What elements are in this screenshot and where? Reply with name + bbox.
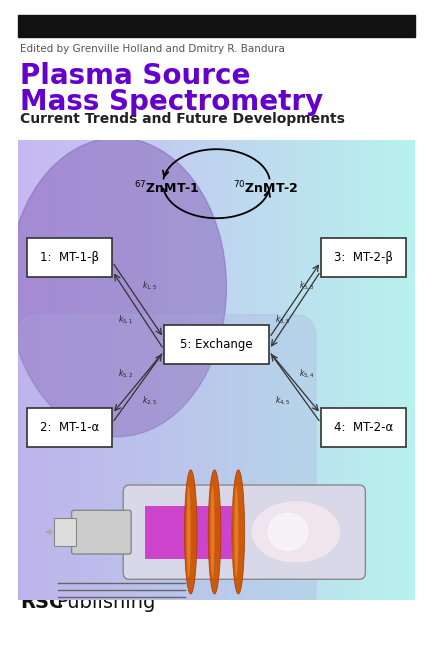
FancyBboxPatch shape	[27, 408, 112, 447]
Ellipse shape	[234, 486, 238, 578]
Text: $k_{5,4}$: $k_{5,4}$	[299, 367, 315, 380]
FancyBboxPatch shape	[164, 325, 269, 364]
Text: $k_{2,5}$: $k_{2,5}$	[142, 395, 158, 407]
Bar	[54, 518, 76, 546]
Text: Edited by Grenville Holland and Dmitry R. Bandura: Edited by Grenville Holland and Dmitry R…	[20, 44, 285, 54]
Bar	[18, 15, 415, 37]
Text: $k_{5,3}$: $k_{5,3}$	[299, 280, 315, 292]
Ellipse shape	[252, 502, 339, 562]
FancyBboxPatch shape	[27, 238, 112, 277]
Text: $^{70}$ZnMT-2: $^{70}$ZnMT-2	[233, 180, 299, 196]
Bar	[145, 506, 233, 558]
Text: Publishing: Publishing	[56, 593, 155, 612]
Text: 4:  MT-2-α: 4: MT-2-α	[334, 421, 393, 434]
Text: 3:  MT-2-β: 3: MT-2-β	[334, 251, 393, 264]
FancyBboxPatch shape	[321, 408, 406, 447]
Text: 2:  MT-1-α: 2: MT-1-α	[40, 421, 99, 434]
FancyBboxPatch shape	[321, 238, 406, 277]
FancyBboxPatch shape	[123, 485, 365, 579]
Text: $k_{4,5}$: $k_{4,5}$	[275, 395, 291, 407]
Text: $k_{5,2}$: $k_{5,2}$	[118, 367, 134, 380]
Ellipse shape	[232, 470, 245, 594]
Ellipse shape	[268, 514, 308, 551]
Text: Plasma Source: Plasma Source	[20, 62, 250, 90]
Ellipse shape	[184, 470, 197, 594]
Text: RSC: RSC	[20, 593, 63, 612]
Text: Current Trends and Future Developments: Current Trends and Future Developments	[20, 112, 345, 126]
Text: Mass Spectrometry: Mass Spectrometry	[20, 88, 323, 116]
Text: $k_{5,1}$: $k_{5,1}$	[118, 313, 134, 326]
Ellipse shape	[8, 138, 226, 437]
Text: 5: Exchange: 5: Exchange	[180, 338, 253, 351]
Ellipse shape	[210, 486, 214, 578]
Ellipse shape	[187, 486, 191, 578]
Text: $^{67}$ZnMT-1: $^{67}$ZnMT-1	[134, 180, 200, 196]
FancyArrowPatch shape	[46, 530, 71, 534]
Text: 1:  MT-1-β: 1: MT-1-β	[40, 251, 99, 264]
FancyBboxPatch shape	[18, 315, 316, 614]
FancyBboxPatch shape	[71, 510, 131, 554]
Ellipse shape	[208, 470, 221, 594]
Text: $k_{1,5}$: $k_{1,5}$	[142, 280, 158, 292]
Text: $k_{3,5}$: $k_{3,5}$	[275, 313, 291, 326]
